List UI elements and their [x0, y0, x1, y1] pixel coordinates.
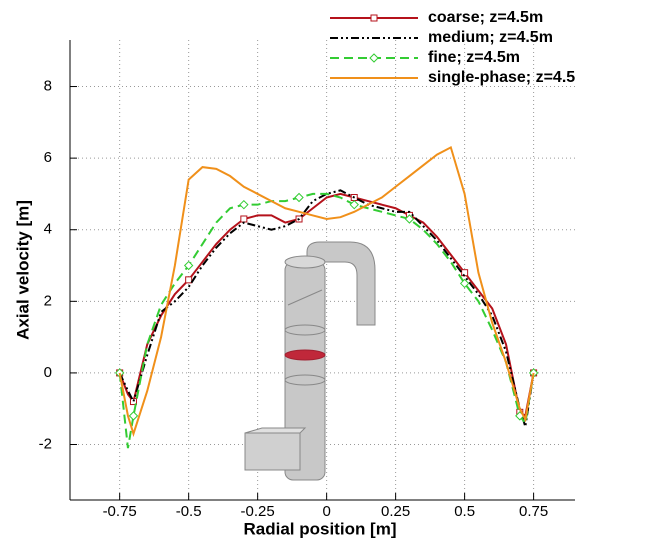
y-tick-label: 0: [44, 364, 52, 381]
x-tick-label: -0.25: [241, 503, 275, 520]
x-tick-label: -0.5: [176, 503, 202, 520]
legend-label: coarse; z=4.5m: [428, 9, 543, 26]
legend-label: medium; z=4.5m: [428, 29, 553, 46]
data-marker: [349, 199, 359, 210]
y-tick-label: 2: [44, 292, 52, 309]
x-tick-label: -0.75: [103, 503, 137, 520]
y-tick-label: 4: [44, 221, 52, 238]
legend-marker: [369, 53, 379, 63]
data-line: [118, 192, 535, 449]
data-marker: [114, 368, 125, 378]
legend-marker: [370, 14, 378, 22]
y-tick-label: -2: [39, 435, 52, 452]
legend-label: fine; z=4.5m: [428, 49, 520, 66]
data-line: [118, 189, 535, 427]
data-line: [118, 192, 535, 418]
y-tick-label: 8: [44, 78, 52, 95]
vessel-illustration: [244, 241, 376, 481]
x-tick-label: 0: [322, 503, 330, 520]
x-tick-label: 0.75: [519, 503, 548, 520]
y-tick-label: 6: [44, 149, 52, 166]
data-line: [118, 145, 535, 438]
data-marker: [240, 215, 248, 223]
data-marker: [404, 214, 415, 224]
x-axis-label: Radial position [m]: [244, 519, 397, 538]
data-marker: [459, 278, 470, 289]
y-axis-label: Axial velocity [m]: [13, 200, 32, 340]
data-marker: [129, 398, 137, 406]
x-tick-label: 0.25: [381, 503, 410, 520]
data-marker: [239, 199, 249, 210]
data-marker: [183, 260, 194, 271]
legend-label: single-phase; z=4.5: [428, 69, 575, 86]
x-tick-label: 0.5: [454, 503, 475, 520]
data-marker: [185, 276, 193, 284]
data-marker: [294, 192, 304, 203]
data-marker: [128, 411, 139, 421]
